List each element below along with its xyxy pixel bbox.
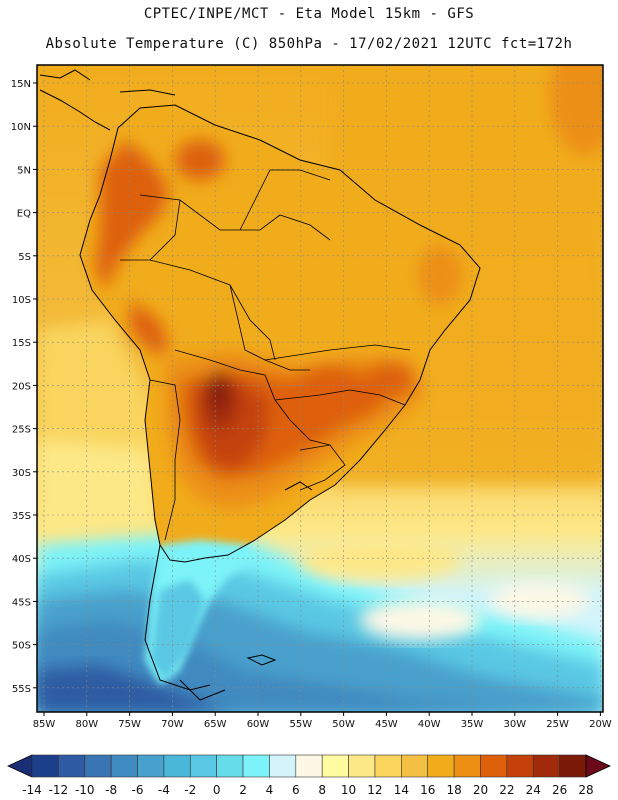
lat-tick-label: 10N (11, 122, 31, 133)
lat-tick-label: 45S (12, 597, 31, 608)
colorbar-swatch (374, 754, 402, 778)
colorbar-label: 26 (552, 783, 567, 797)
lon-tick-label: 45W (375, 719, 398, 730)
colorbar-label: 4 (266, 783, 274, 797)
country-borders (120, 169, 411, 541)
lon-tick-label: 70W (161, 719, 184, 730)
map-title: CPTEC/INPE/MCT - Eta Model 15km - GFS (143, 6, 475, 22)
lat-tick-label: 15N (11, 79, 31, 90)
latitude-ticks: 15N 10N 5N EQ 5S 10S 15S 20S 25S 30S 35S 40S 45S 50S 5… (11, 79, 37, 695)
colorbar: -14 -12 -10 -8 -6 -4 -2 0 2 4 6 8 10 12 14 16 18 20 22 24 26… (7, 754, 611, 797)
lon-tick-label: 80W (75, 719, 98, 730)
colorbar-swatch (506, 754, 534, 778)
colorbar-label: -8 (105, 783, 117, 797)
colorbar-label: 20 (473, 783, 488, 797)
lon-tick-label: 20W (589, 719, 612, 730)
lat-tick-label: 50S (12, 641, 31, 652)
colorbar-swatch (163, 754, 191, 778)
temperature-field (37, 65, 603, 712)
colorbar-label: 22 (499, 783, 514, 797)
coastlines (39, 69, 481, 701)
lat-tick-label: 20S (12, 381, 31, 392)
lon-tick-label: 40W (418, 719, 441, 730)
lon-tick-label: 35W (461, 719, 484, 730)
colorbar-label: 0 (213, 783, 221, 797)
lon-tick-label: 75W (118, 719, 141, 730)
colorbar-label: -14 (22, 783, 42, 797)
lat-tick-label: 5S (18, 252, 31, 263)
map-subtitle: Absolute Temperature (C) 850hPa - 17/02/… (45, 36, 573, 52)
colorbar-label: -6 (132, 783, 144, 797)
lat-tick-label: 25S (12, 425, 31, 436)
colorbar-label: 18 (446, 783, 461, 797)
colorbar-label: 10 (341, 783, 356, 797)
lat-tick-label: 35S (12, 511, 31, 522)
graticule (37, 65, 603, 712)
lat-tick-label: 40S (12, 554, 31, 565)
lon-tick-label: 65W (204, 719, 227, 730)
colorbar-swatch (532, 754, 560, 778)
colorbar-swatch (480, 754, 508, 778)
lon-tick-label: 25W (546, 719, 569, 730)
colorbar-high-arrow (585, 754, 611, 778)
colorbar-label: -4 (158, 783, 170, 797)
colorbar-swatch (321, 754, 349, 778)
colorbar-label: 14 (394, 783, 409, 797)
colorbar-swatch (559, 754, 587, 778)
colorbar-swatch (58, 754, 86, 778)
colorbar-label: 16 (420, 783, 435, 797)
colorbar-swatch (453, 754, 481, 778)
colorbar-label: 2 (239, 783, 247, 797)
colorbar-swatch (242, 754, 270, 778)
lon-tick-label: 30W (503, 719, 526, 730)
colorbar-label: 12 (367, 783, 382, 797)
colorbar-swatch (295, 754, 323, 778)
lon-tick-label: 55W (289, 719, 312, 730)
lat-tick-label: 10S (12, 295, 31, 306)
colorbar-swatch (427, 754, 455, 778)
map-frame (36, 64, 604, 713)
colorbar-swatch (84, 754, 112, 778)
colorbar-label: -12 (49, 783, 69, 797)
lon-tick-label: 60W (247, 719, 270, 730)
lat-tick-label: 30S (12, 468, 31, 479)
colorbar-label: -10 (75, 783, 95, 797)
colorbar-label: 28 (578, 783, 593, 797)
colorbar-label: -2 (184, 783, 196, 797)
colorbar-low-arrow (7, 754, 33, 778)
lon-tick-label: 50W (332, 719, 355, 730)
colorbar-swatch (401, 754, 429, 778)
longitude-ticks: 85W 80W 75W 70W 65W 60W 55W 50W 45W 40W 35W 30W 25W 2… (33, 712, 612, 730)
colorbar-swatch (348, 754, 376, 778)
lon-tick-label: 85W (33, 719, 56, 730)
lat-tick-label: EQ (17, 209, 31, 220)
lat-tick-label: 55S (12, 684, 31, 695)
colorbar-swatch (216, 754, 244, 778)
colorbar-label: 6 (292, 783, 300, 797)
colorbar-swatch (269, 754, 297, 778)
colorbar-swatch (189, 754, 217, 778)
lat-tick-label: 5N (17, 165, 31, 176)
colorbar-label: 24 (526, 783, 541, 797)
lat-tick-label: 15S (12, 338, 31, 349)
colorbar-label: 8 (318, 783, 326, 797)
colorbar-swatch (110, 754, 138, 778)
colorbar-swatch (31, 754, 59, 778)
colorbar-swatch (137, 754, 165, 778)
